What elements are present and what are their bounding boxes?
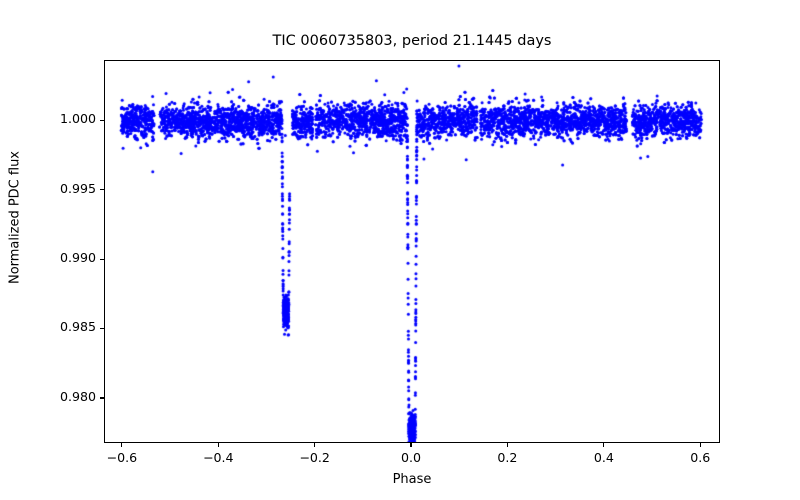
scatter-plot-canvas [105,61,719,442]
y-tick-1.000: 1.000 [0,111,104,126]
y-tick-0.995: 0.995 [0,181,104,196]
x-tick-label: −0.2 [299,450,330,465]
y-tick-mark [100,327,104,330]
x-tick-label: 0.6 [690,450,711,465]
y-tick-label: 1.000 [59,111,96,127]
x-tick-label: −0.4 [202,450,234,465]
x-tick-label: 0.2 [497,450,518,465]
y-tick-label: 0.980 [59,388,96,404]
y-tick-label: 0.995 [59,180,96,196]
chart-title: TIC 0060735803, period 21.1445 days [272,33,552,49]
x-tick-mark [699,443,701,447]
y-axis-label: Normalized PDC flux [7,150,23,285]
x-tick-label: −0.6 [106,450,138,465]
plot-axes-frame [104,60,720,443]
y-tick-label: 0.990 [59,250,96,265]
x-tick-mark [217,443,219,447]
x-tick-label: 0.0 [401,450,422,465]
x-axis-label: Phase [392,472,432,487]
y-tick-mark [100,119,104,121]
y-tick-mark [100,397,104,399]
x-tick-mark [121,443,123,447]
x-tick-label: 0.4 [593,450,614,465]
y-tick-0.980: 0.980 [0,389,104,404]
y-tick-0.990: 0.990 [0,250,104,265]
x-tick-mark [410,443,412,447]
x-tick-mark [314,443,316,447]
x-tick-mark [506,443,509,447]
y-tick-mark [100,258,104,260]
y-tick-label: 0.985 [59,319,96,335]
x-tick-mark [603,443,605,447]
y-tick-0.985: 0.985 [0,319,104,334]
y-tick-mark [100,189,104,191]
